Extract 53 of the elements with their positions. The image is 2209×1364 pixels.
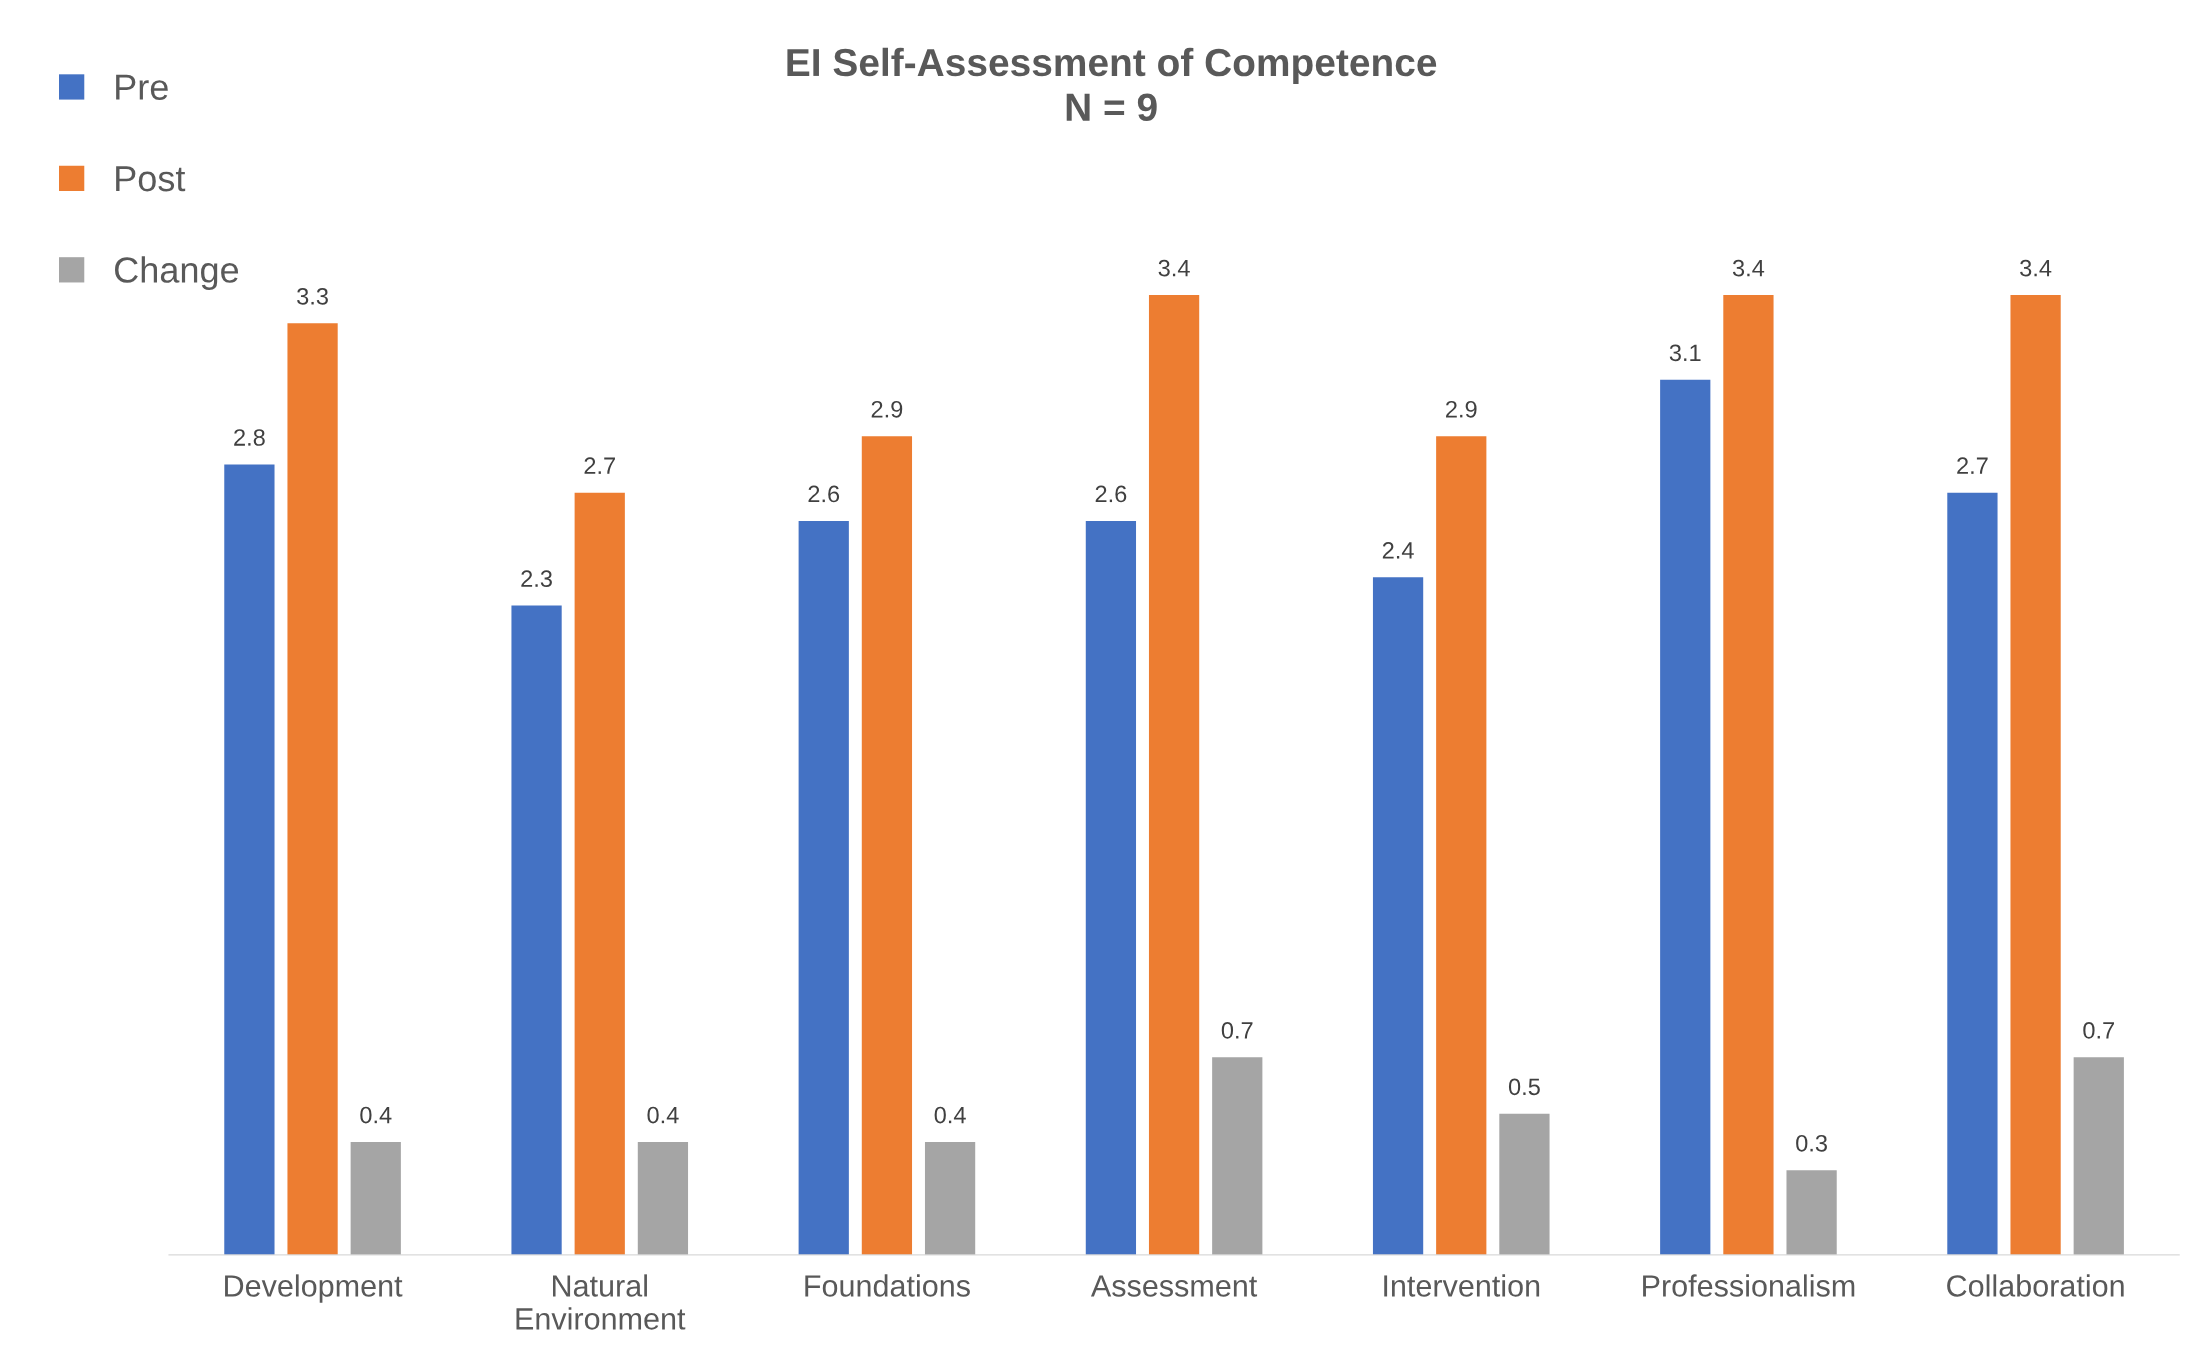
bar (1372, 577, 1424, 1255)
data-label: 3.3 (297, 287, 328, 305)
data-label: 2.4 (1382, 542, 1414, 559)
data-label: 2.9 (871, 400, 903, 418)
data-label: 0.4 (360, 1106, 392, 1124)
data-label: 2.6 (1095, 485, 1127, 503)
x-tick-label: Foundations (805, 1274, 970, 1297)
data-label: 3.1 (1669, 344, 1701, 362)
legend-label: Change (115, 256, 239, 290)
data-label: 2.7 (1957, 457, 1988, 474)
bar (224, 464, 275, 1255)
bar (1085, 520, 1137, 1255)
data-label: 3.4 (2020, 259, 2052, 277)
data-label: 0.5 (1508, 1078, 1540, 1096)
bar (1499, 1113, 1550, 1255)
bar (287, 323, 338, 1255)
bar (1723, 295, 1774, 1255)
data-label: 2.8 (234, 429, 265, 446)
chart-title: EI Self-Assessment of Competence N = 9 (787, 47, 1437, 122)
bar (1660, 379, 1711, 1255)
data-label: 2.7 (584, 457, 615, 474)
bar (637, 1141, 689, 1255)
bar (511, 605, 562, 1255)
x-tick-label: Intervention (1384, 1274, 1540, 1297)
bar (861, 436, 913, 1255)
bar (1148, 295, 1200, 1255)
bar (1947, 492, 1998, 1255)
x-tick-label: Collaboration (1947, 1274, 2124, 1297)
bar (2073, 1057, 2124, 1255)
data-label: 0.7 (1221, 1021, 1253, 1039)
data-label: 2.6 (808, 485, 840, 503)
data-label: 0.4 (934, 1106, 966, 1124)
bar (924, 1141, 976, 1255)
bar (1786, 1170, 1837, 1255)
x-tick-label: Development (225, 1274, 403, 1303)
data-label: 2.3 (521, 570, 552, 588)
x-tick-label: Assessment (1090, 1275, 1258, 1297)
data-label: 3.4 (1158, 259, 1190, 277)
bar (798, 520, 849, 1255)
bar (1436, 436, 1487, 1255)
bar (1212, 1057, 1263, 1255)
bar (2010, 295, 2061, 1255)
bar (574, 492, 625, 1255)
legend-label: Pre (116, 74, 168, 100)
data-label: 2.9 (1446, 400, 1477, 418)
data-label: 0.3 (1796, 1134, 1827, 1152)
x-tick-label: Natural Environment (516, 1274, 686, 1330)
data-label: 3.4 (1732, 259, 1765, 277)
bar (350, 1141, 401, 1255)
legend-label: Post (116, 166, 186, 192)
data-label: 0.7 (2083, 1021, 2114, 1039)
data-label: 0.4 (647, 1106, 679, 1124)
x-tick-label: Professionalism (1643, 1274, 1855, 1297)
